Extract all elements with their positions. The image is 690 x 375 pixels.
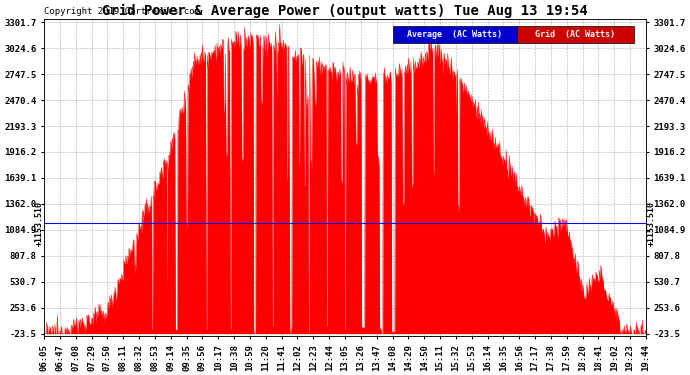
Text: +1153.510: +1153.510: [34, 201, 43, 246]
Text: Grid  (AC Watts): Grid (AC Watts): [535, 30, 615, 39]
FancyBboxPatch shape: [517, 26, 634, 43]
FancyBboxPatch shape: [393, 26, 517, 43]
Text: +1153.510: +1153.510: [647, 201, 656, 246]
Text: Average  (AC Watts): Average (AC Watts): [407, 30, 502, 39]
Title: Grid Power & Average Power (output watts) Tue Aug 13 19:54: Grid Power & Average Power (output watts…: [102, 4, 588, 18]
Text: Copyright 2019 Cartronics.com: Copyright 2019 Cartronics.com: [44, 8, 200, 16]
